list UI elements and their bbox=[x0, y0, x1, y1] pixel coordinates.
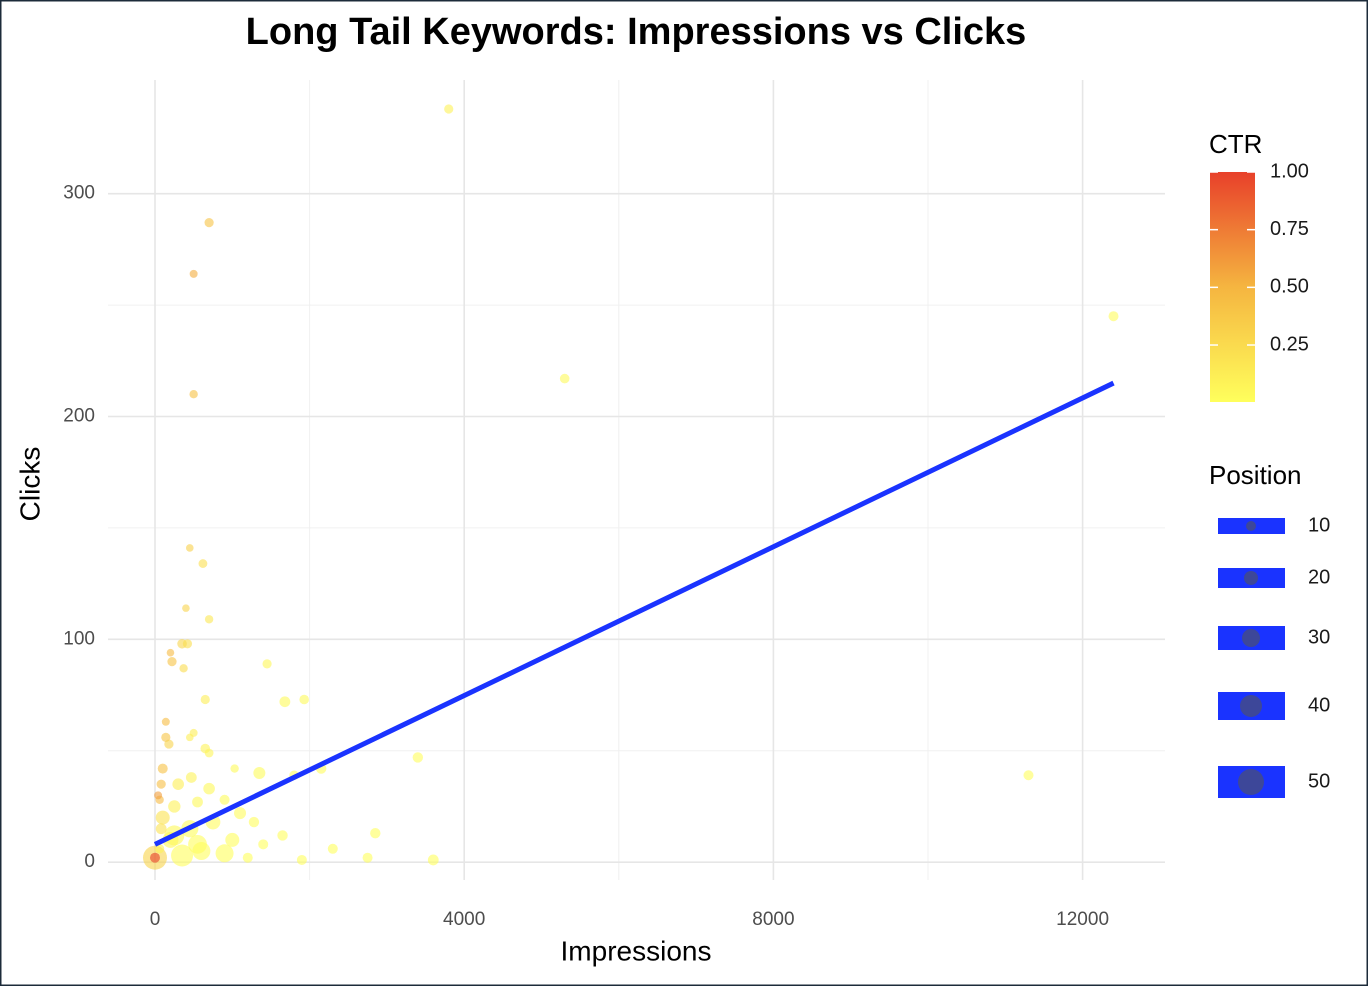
y-tick-label: 200 bbox=[63, 406, 95, 427]
size-legend-point bbox=[1242, 629, 1260, 647]
point bbox=[299, 694, 309, 705]
point bbox=[192, 796, 203, 808]
point bbox=[171, 844, 194, 867]
point bbox=[262, 659, 272, 669]
size-legend-label: 40 bbox=[1308, 694, 1330, 716]
x-tick-label: 0 bbox=[150, 909, 161, 930]
size-legend-label: 50 bbox=[1308, 770, 1330, 792]
trend-line bbox=[153, 380, 1115, 847]
point bbox=[277, 830, 288, 841]
size-legend-point bbox=[1244, 571, 1258, 585]
size-legend-label: 30 bbox=[1308, 626, 1330, 648]
y-axis-label: Clicks bbox=[14, 447, 45, 522]
size-legend-label: 20 bbox=[1308, 566, 1330, 588]
point bbox=[185, 544, 194, 552]
point bbox=[182, 604, 190, 612]
y-tick-label: 300 bbox=[63, 183, 95, 204]
point bbox=[204, 615, 214, 624]
y-tick-label: 100 bbox=[63, 628, 95, 649]
point bbox=[370, 828, 381, 839]
chart-title: Long Tail Keywords: Impressions vs Click… bbox=[246, 11, 1027, 53]
size-legend-point bbox=[1240, 695, 1262, 717]
point bbox=[188, 834, 207, 854]
point bbox=[155, 810, 170, 825]
point bbox=[182, 639, 193, 649]
y-tick-label: 0 bbox=[84, 851, 95, 872]
colorbar-tick-label: 0.25 bbox=[1270, 333, 1309, 355]
point bbox=[161, 717, 170, 726]
point bbox=[296, 854, 307, 865]
point bbox=[444, 104, 454, 114]
point bbox=[230, 764, 239, 773]
x-tick-label: 12000 bbox=[1056, 909, 1109, 930]
point bbox=[1108, 311, 1119, 322]
point bbox=[253, 767, 266, 780]
point bbox=[204, 748, 214, 758]
point bbox=[204, 218, 214, 228]
point bbox=[203, 782, 215, 795]
colorbar-tick-label: 0.50 bbox=[1270, 276, 1309, 298]
colorbar-title: CTR bbox=[1209, 129, 1262, 159]
point bbox=[258, 839, 269, 850]
point bbox=[225, 832, 240, 847]
point bbox=[168, 800, 181, 813]
point bbox=[1023, 770, 1034, 781]
point bbox=[242, 852, 253, 863]
point bbox=[198, 559, 208, 568]
point bbox=[172, 778, 184, 790]
point bbox=[215, 844, 234, 863]
size-legend-title: Position bbox=[1209, 460, 1302, 490]
point bbox=[149, 852, 160, 863]
size-legend-point bbox=[1246, 521, 1256, 531]
point bbox=[327, 843, 338, 854]
point bbox=[559, 373, 570, 384]
point bbox=[362, 852, 373, 863]
point bbox=[219, 794, 230, 805]
x-tick-label: 8000 bbox=[752, 909, 794, 930]
point bbox=[279, 696, 291, 708]
point bbox=[234, 807, 247, 820]
colorbar-tick-label: 1.00 bbox=[1270, 160, 1309, 182]
size-legend-point bbox=[1238, 769, 1264, 795]
point bbox=[155, 844, 165, 854]
point bbox=[185, 772, 197, 783]
point bbox=[179, 664, 188, 673]
point bbox=[164, 739, 174, 749]
point bbox=[427, 854, 439, 866]
point bbox=[166, 648, 175, 657]
point bbox=[189, 269, 198, 278]
point bbox=[185, 733, 194, 742]
point bbox=[200, 694, 210, 705]
point bbox=[156, 779, 166, 789]
x-axis-label: Impressions bbox=[561, 935, 712, 966]
point bbox=[154, 791, 163, 800]
colorbar-tick-label: 0.75 bbox=[1270, 218, 1309, 240]
point bbox=[157, 763, 168, 774]
size-legend-label: 10 bbox=[1308, 514, 1330, 536]
point bbox=[412, 752, 424, 763]
point bbox=[155, 823, 167, 835]
point bbox=[167, 657, 177, 667]
point bbox=[248, 816, 260, 828]
point bbox=[189, 390, 198, 399]
x-tick-label: 4000 bbox=[443, 909, 485, 930]
